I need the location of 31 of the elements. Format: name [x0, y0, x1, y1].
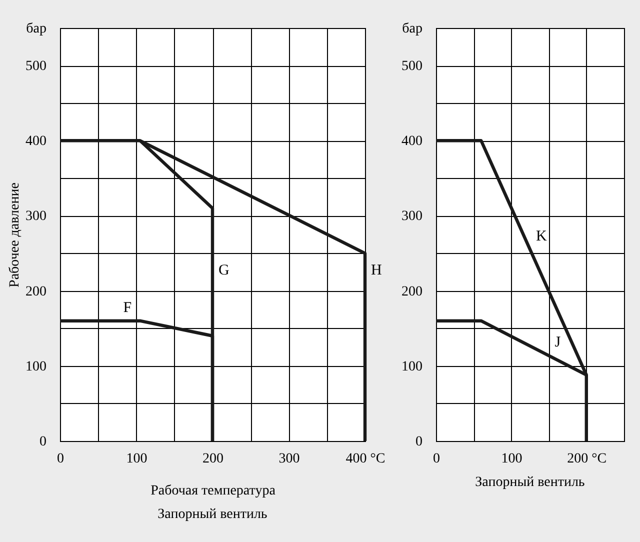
y-tick-label: 300 [402, 209, 422, 224]
y-tick-label: 200 [26, 284, 46, 300]
y-tick-label: 200 [402, 284, 422, 300]
y-tick-label: 400 [402, 134, 422, 150]
annotation: H [371, 262, 382, 278]
x-tick-label: 0 [433, 452, 440, 466]
y-tick-label: 300 [26, 209, 46, 224]
x-tick-label: 200 °C [567, 452, 607, 466]
y-tick-label: 400 [26, 134, 46, 150]
y-tick-label: 0 [40, 434, 46, 450]
annotation: F [123, 300, 132, 316]
y-axis-title: Рабочее давление [8, 182, 22, 288]
y-tick-label: 100 [402, 359, 422, 374]
x-tick-label: 0 [57, 452, 64, 466]
x-tick-label: 100 [126, 452, 148, 466]
x-axis-title: Рабочая температура [150, 484, 276, 498]
x-tick-label: 300 [278, 452, 300, 466]
x-tick-label: 100 [501, 452, 522, 466]
y-tick-label: 100 [26, 359, 46, 374]
x-tick-label: 200 [202, 452, 224, 466]
annotation: G [218, 262, 230, 278]
annotation: K [536, 228, 547, 245]
text: Запорный вентиль [475, 475, 585, 490]
annotation: J [554, 334, 561, 350]
y-tick-label: бар [402, 22, 422, 36]
y-tick-label: 500 [402, 59, 422, 74]
x-tick-label: 400 °C [346, 452, 386, 466]
y-tick-label: 0 [416, 434, 422, 450]
text: Запорный вентиль [158, 507, 268, 522]
y-tick-label: бар [26, 22, 46, 36]
y-tick-label: 500 [26, 59, 46, 74]
